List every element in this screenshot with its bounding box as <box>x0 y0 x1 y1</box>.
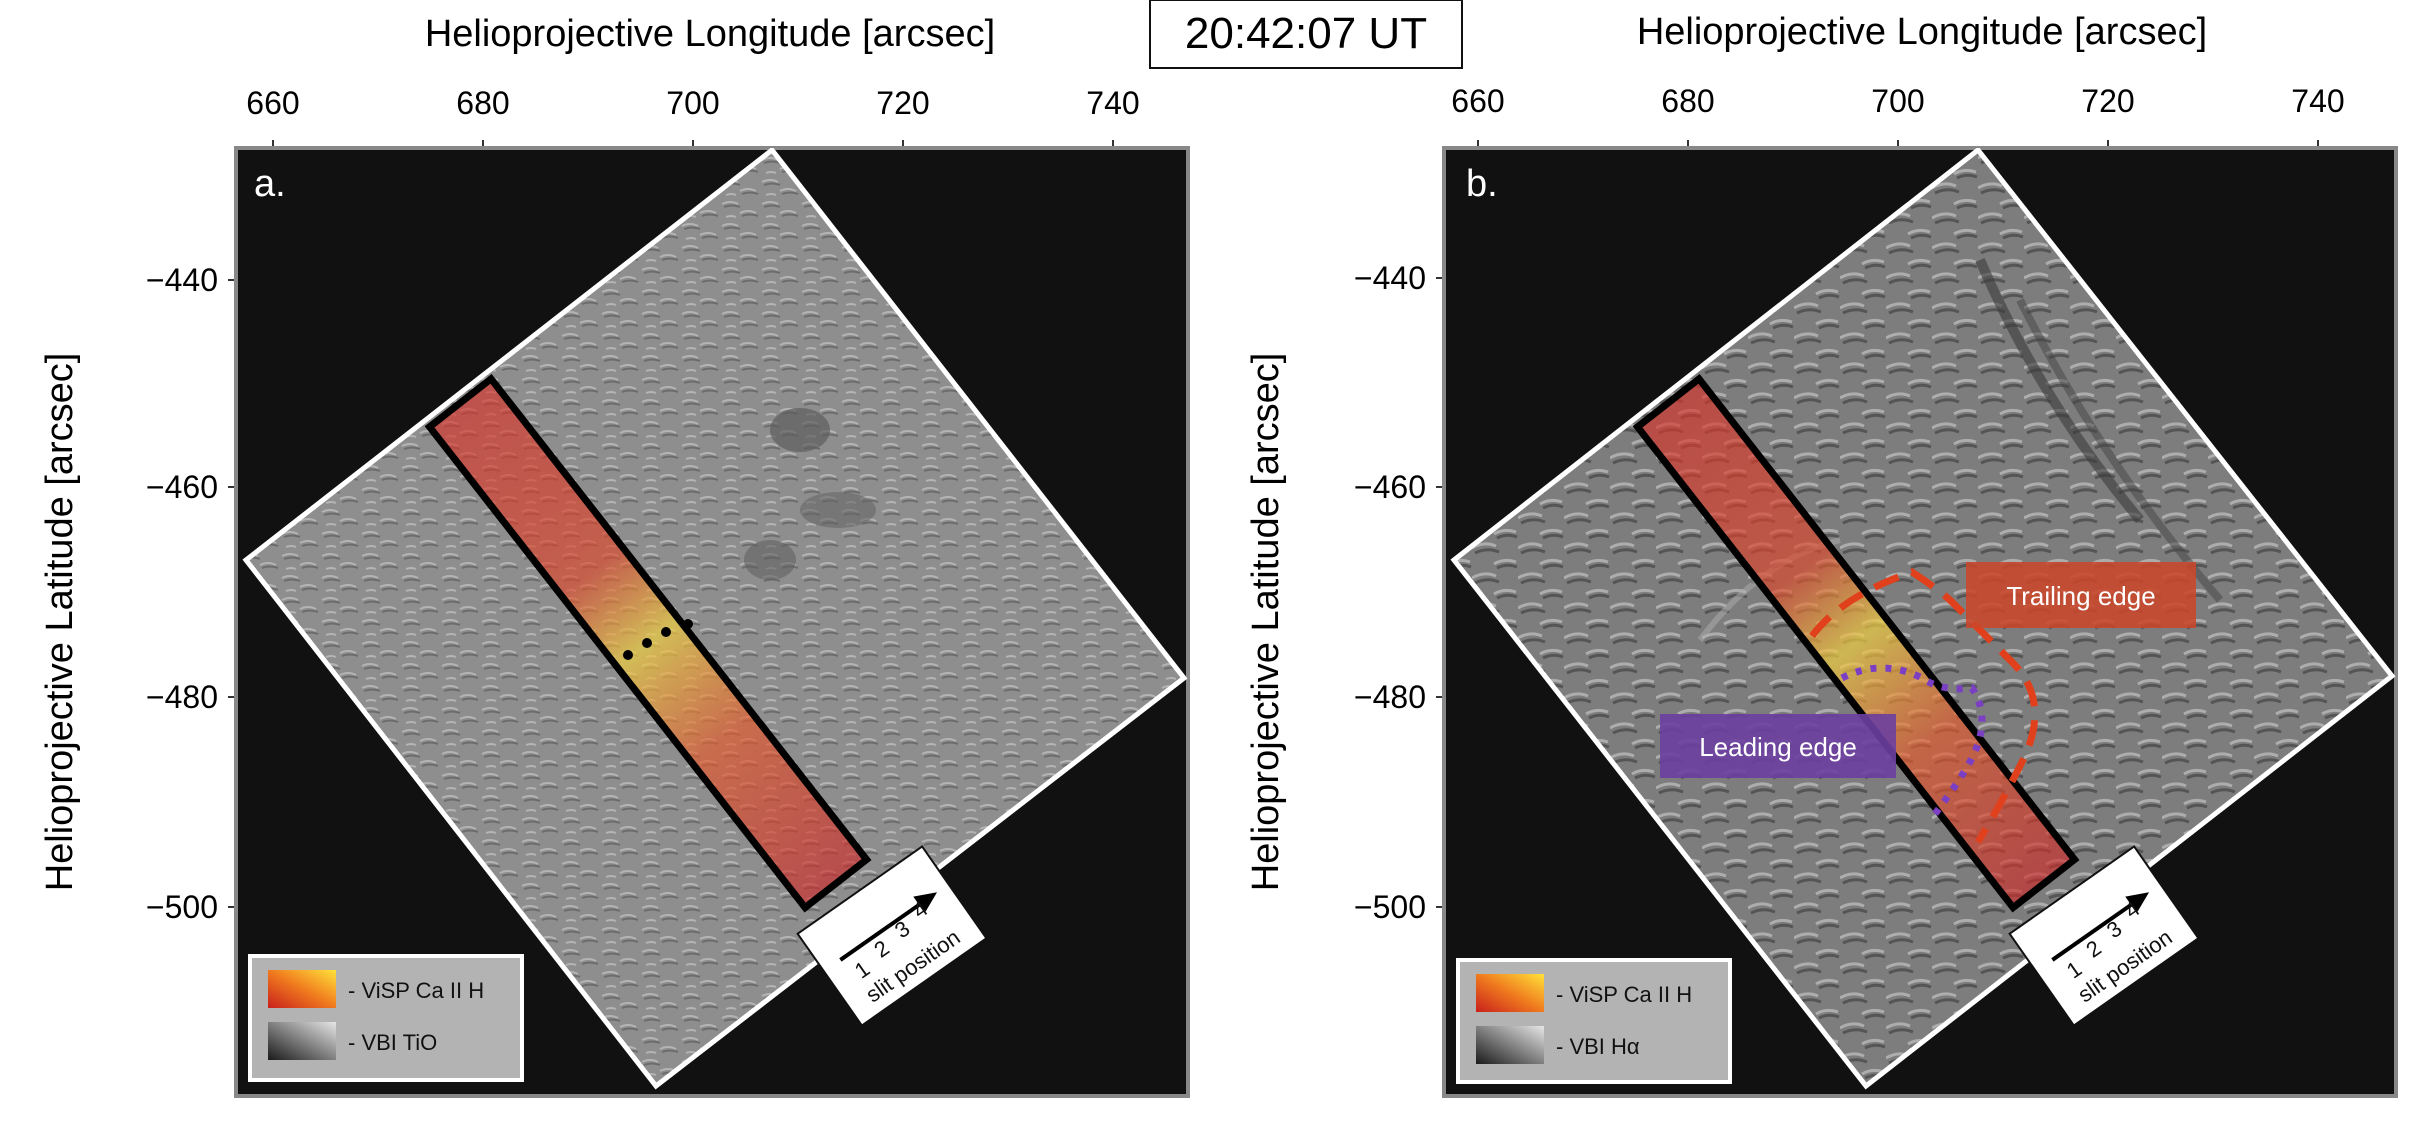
x-tick-label: 720 <box>2081 83 2134 119</box>
leading-edge-contour <box>1840 664 1986 821</box>
slit-position-box-a: 1 2 3 4 slit position <box>796 845 988 1027</box>
trailing-edge-label: Trailing edge <box>2006 581 2155 611</box>
x-tick-label: 660 <box>246 85 299 121</box>
y-tick-label: −440 <box>1354 260 1426 296</box>
x-tick-label: 740 <box>2291 83 2344 119</box>
x-tick-label: 680 <box>456 85 509 121</box>
panel-letter-b: b. <box>1466 163 1498 205</box>
y-axis-title-b: Helioprojective Latitude [arcsec] <box>1245 353 1287 892</box>
legend-swatch-ca <box>1476 974 1544 1012</box>
y-axis-title-a: Helioprojective Latitude [arcsec] <box>39 353 81 892</box>
legend-label: - ViSP Ca II H <box>348 978 484 1003</box>
x-tick-label: 680 <box>1661 83 1714 119</box>
legend-swatch-gray <box>268 1022 336 1060</box>
legend-a: - ViSP Ca II H - VBI TiO <box>248 954 524 1082</box>
y-tick-label: −500 <box>1354 889 1426 925</box>
y-ticks-b: −440 −460 −480 −500 <box>1354 260 1444 925</box>
y-tick-label: −480 <box>146 679 218 715</box>
marker-dot <box>642 638 652 648</box>
time-label: 20:42:07 UT <box>1185 9 1427 58</box>
y-tick-label: −440 <box>146 262 218 298</box>
x-axis-title-b: Helioprojective Longitude [arcsec] <box>1637 11 2207 53</box>
legend-label: - VBI Hα <box>1556 1034 1640 1059</box>
y-tick-label: −500 <box>146 889 218 925</box>
legend-label: - ViSP Ca II H <box>1556 982 1692 1007</box>
time-box <box>1149 0 1463 69</box>
x-tick-label: 740 <box>1086 85 1139 121</box>
legend-swatch-gray <box>1476 1026 1544 1064</box>
x-tick-label: 720 <box>876 85 929 121</box>
y-tick-label: −460 <box>146 469 218 505</box>
legend-b: - ViSP Ca II H - VBI Hα <box>1456 958 1732 1084</box>
legend-label: - VBI TiO <box>348 1030 437 1055</box>
x-tick-label: 700 <box>666 85 719 121</box>
x-ticks-a: 660 680 700 720 740 <box>246 85 1140 148</box>
marker-dot <box>661 627 671 637</box>
callout-leading: Leading edge <box>1660 714 1896 778</box>
marker-dot <box>623 650 633 660</box>
y-tick-label: −460 <box>1354 469 1426 505</box>
panel-a: Helioprojective Longitude [arcsec] Helio… <box>39 13 1190 1098</box>
x-tick-label: 660 <box>1451 83 1504 119</box>
marker-dot <box>683 619 693 629</box>
x-axis-title-a: Helioprojective Longitude [arcsec] <box>425 13 995 55</box>
trailing-edge-contour <box>1809 568 2039 844</box>
leading-edge-label: Leading edge <box>1699 732 1857 762</box>
y-tick-label: −480 <box>1354 679 1426 715</box>
x-tick-label: 700 <box>1871 83 1924 119</box>
legend-swatch-ca <box>268 970 336 1008</box>
panel-letter-a: a. <box>254 163 286 205</box>
y-ticks-a: −440 −460 −480 −500 <box>146 262 236 925</box>
callout-trailing: Trailing edge <box>1966 562 2196 628</box>
x-ticks-b: 660 680 700 720 740 <box>1451 83 2345 148</box>
panel-b: Helioprojective Longitude [arcsec] Helio… <box>1245 11 2398 1098</box>
